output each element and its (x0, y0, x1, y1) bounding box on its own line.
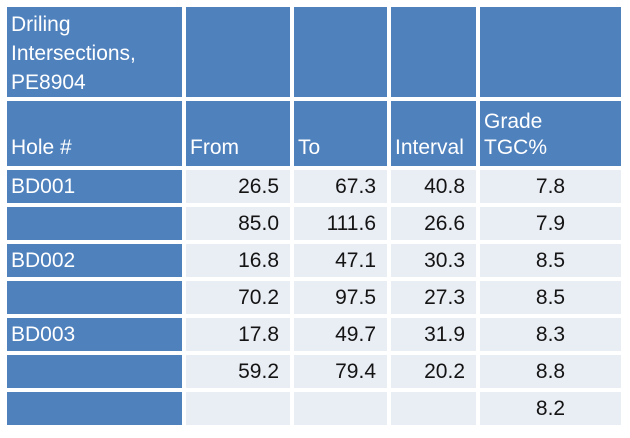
interval-cell: 27.3 (391, 281, 476, 314)
drilling-intersections-table: Driling Intersections, PE8904 Hole # Fro… (7, 7, 621, 425)
interval-cell: 20.2 (391, 355, 476, 388)
hole-cell (7, 207, 182, 240)
table-title: Driling Intersections, PE8904 (7, 7, 182, 97)
grade-cell: 7.8 (480, 170, 621, 203)
from-cell: 16.8 (186, 244, 290, 277)
title-band-spacer-to (294, 7, 387, 97)
to-cell: 97.5 (294, 281, 387, 314)
interval-cell: 31.9 (391, 318, 476, 351)
from-cell: 26.5 (186, 170, 290, 203)
col-header-grade: Grade TGC% (480, 101, 621, 166)
from-cell: 85.0 (186, 207, 290, 240)
hole-cell: BD002 (7, 244, 182, 277)
to-cell: 49.7 (294, 318, 387, 351)
title-band-spacer-from (186, 7, 290, 97)
grade-cell: 7.9 (480, 207, 621, 240)
grade-cell: 8.2 (480, 392, 621, 425)
to-cell: 79.4 (294, 355, 387, 388)
interval-cell: 26.6 (391, 207, 476, 240)
title-band-spacer-grade (480, 7, 621, 97)
col-header-hole: Hole # (7, 101, 182, 166)
to-cell: 67.3 (294, 170, 387, 203)
from-cell: 59.2 (186, 355, 290, 388)
grade-cell: 8.3 (480, 318, 621, 351)
to-cell: 47.1 (294, 244, 387, 277)
to-cell (294, 392, 387, 425)
col-header-to: To (294, 101, 387, 166)
hole-cell (7, 392, 182, 425)
to-cell: 111.6 (294, 207, 387, 240)
from-cell: 70.2 (186, 281, 290, 314)
grade-cell: 8.8 (480, 355, 621, 388)
title-band-spacer-interval (391, 7, 476, 97)
interval-cell: 30.3 (391, 244, 476, 277)
hole-cell: BD001 (7, 170, 182, 203)
interval-cell: 40.8 (391, 170, 476, 203)
col-header-interval: Interval (391, 101, 476, 166)
interval-cell (391, 392, 476, 425)
from-cell: 17.8 (186, 318, 290, 351)
grade-cell: 8.5 (480, 281, 621, 314)
from-cell (186, 392, 290, 425)
hole-cell (7, 281, 182, 314)
grade-cell: 8.5 (480, 244, 621, 277)
hole-cell (7, 355, 182, 388)
col-header-from: From (186, 101, 290, 166)
hole-cell: BD003 (7, 318, 182, 351)
